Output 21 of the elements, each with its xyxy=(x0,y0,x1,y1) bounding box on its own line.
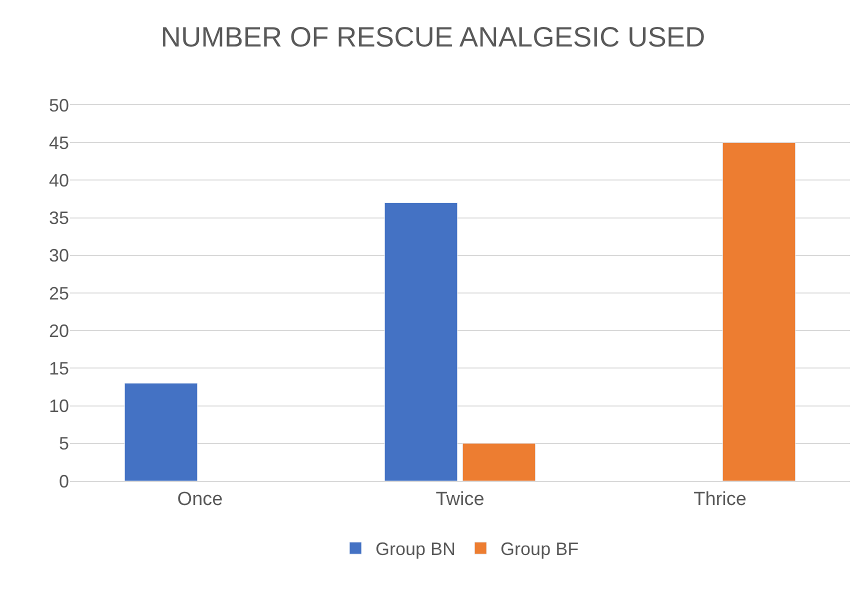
y-tick-label: 50 xyxy=(48,95,69,116)
y-tick-label: 35 xyxy=(48,208,69,228)
y-tick-label: 10 xyxy=(48,396,69,416)
legend-label: Group BF xyxy=(500,539,579,560)
y-tick-label: 20 xyxy=(48,320,69,341)
y-tick-label: 15 xyxy=(48,358,69,378)
x-tick-label: Once xyxy=(177,488,223,510)
bar xyxy=(124,382,198,481)
y-tick-label: 45 xyxy=(48,132,69,153)
bar xyxy=(722,142,796,481)
legend-label: Group BN xyxy=(376,539,456,560)
x-tick-label: Thrice xyxy=(694,488,746,510)
y-tick-label: 5 xyxy=(58,434,69,454)
y-tick-label: 40 xyxy=(48,170,69,190)
bar xyxy=(462,443,536,481)
chart-title: NUMBER OF RESCUE ANALGESIC USED xyxy=(160,22,706,53)
y-tick-label: 30 xyxy=(48,246,69,266)
bar xyxy=(384,202,458,481)
x-tick-label: Twice xyxy=(436,488,484,510)
y-tick-label: 25 xyxy=(48,283,69,304)
y-tick-label: 0 xyxy=(58,471,69,492)
